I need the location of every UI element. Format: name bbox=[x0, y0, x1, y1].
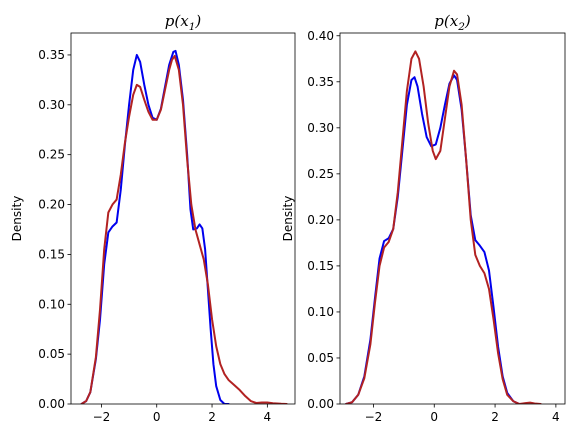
y-tick-label: 0.25 bbox=[38, 148, 65, 162]
right-density-panel: −2 0 2 4 0.00 0.05 0.10 0.15 0.20 0.25 0.30 0.35 0.4… bbox=[281, 12, 566, 424]
y-tick-label: 0.10 bbox=[38, 297, 65, 311]
y-tick-label: 0.00 bbox=[38, 397, 65, 411]
chart-title: p(x1) bbox=[165, 12, 202, 33]
x-tick-label: 4 bbox=[552, 410, 560, 424]
density-line-1 bbox=[345, 74, 527, 404]
axes-frame bbox=[339, 32, 566, 405]
x-tick-label: −2 bbox=[365, 410, 383, 424]
y-tick-label: 0.15 bbox=[38, 247, 65, 261]
chart-title: p(x2) bbox=[434, 12, 471, 33]
left-density-panel: −2 0 2 4 0.00 0.05 0.10 0.15 0.20 0.25 0.30 0.35 Den… bbox=[10, 12, 296, 424]
x-tick-label: 0 bbox=[430, 410, 438, 424]
density-line-1 bbox=[80, 49, 230, 404]
x-tick-label: −2 bbox=[93, 410, 111, 424]
x-tick-label: 2 bbox=[208, 410, 216, 424]
y-tick-label: 0.35 bbox=[38, 48, 65, 62]
x-tick-label: 4 bbox=[264, 410, 272, 424]
y-tick-label: 0.20 bbox=[307, 213, 334, 227]
y-tick-label: 0.20 bbox=[38, 198, 65, 212]
series-group bbox=[345, 50, 542, 404]
y-tick-label: 0.35 bbox=[307, 75, 334, 89]
y-tick-label: 0.30 bbox=[38, 98, 65, 112]
y-tick-label: 0.10 bbox=[307, 305, 334, 319]
y-axis-label: Density bbox=[281, 196, 295, 242]
series-group bbox=[80, 49, 288, 404]
x-tick-label: 0 bbox=[153, 410, 161, 424]
y-tick-label: 0.15 bbox=[307, 259, 334, 273]
axes-frame bbox=[70, 32, 296, 405]
y-tick-label: 0.05 bbox=[38, 347, 65, 361]
y-tick-label: 0.00 bbox=[307, 397, 334, 411]
density-line-2 bbox=[345, 50, 542, 404]
x-tick-label: 2 bbox=[491, 410, 499, 424]
y-tick-label: 0.30 bbox=[307, 121, 334, 135]
density-line-2 bbox=[80, 54, 288, 404]
y-tick-label: 0.25 bbox=[307, 167, 334, 181]
y-axis-label: Density bbox=[10, 196, 24, 242]
y-tick-label: 0.40 bbox=[307, 29, 334, 43]
y-tick-label: 0.05 bbox=[307, 351, 334, 365]
